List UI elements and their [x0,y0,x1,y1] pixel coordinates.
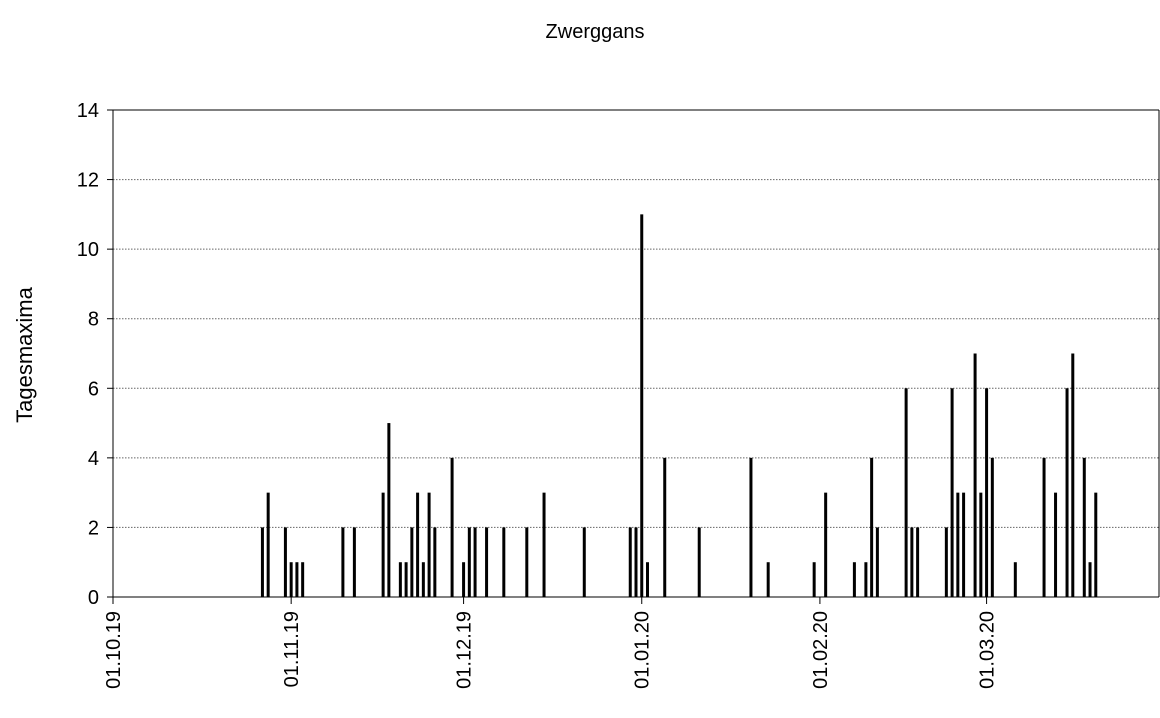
x-tick-label: 01.12.19 [454,611,476,689]
y-tick-label: 0 [88,587,99,609]
bar [450,457,454,597]
y-tick-label: 8 [88,309,99,331]
bar [979,492,983,597]
bar [864,562,868,597]
bar [645,562,649,597]
bar [301,562,305,597]
bar [875,527,879,597]
bar [985,388,989,597]
bar [404,562,408,597]
bar [387,423,391,597]
bar [640,214,644,597]
bar [416,492,420,597]
bar [1071,353,1075,597]
bar [1082,457,1086,597]
bar [410,527,414,597]
bar [870,457,874,597]
bar [542,492,546,597]
bar [295,562,299,597]
bar [944,527,948,597]
bar [766,562,770,597]
bar [904,388,908,597]
bar [289,562,293,597]
bar [916,527,920,597]
bar [628,527,632,597]
y-axis-label: Tagesmaxima [12,286,37,422]
bar [473,527,477,597]
bar [525,527,529,597]
x-tick-label: 01.01.20 [632,611,654,689]
bar [1094,492,1098,597]
bar [433,527,437,597]
bar [852,562,856,597]
y-tick-label: 2 [88,517,99,539]
bar [1013,562,1017,597]
bar [663,457,667,597]
bar [634,527,638,597]
bar [1042,457,1046,597]
bar [427,492,431,597]
bar [502,527,506,597]
bar [1088,562,1092,597]
x-tick-label: 01.11.19 [281,611,303,687]
chart-title: Zwerggans [546,21,645,43]
bar [381,492,385,597]
bar [1054,492,1058,597]
bar [266,492,270,597]
bar [956,492,960,597]
bar [910,527,914,597]
bar [749,457,753,597]
x-tick-label: 01.10.19 [103,611,125,689]
x-tick-label: 01.03.20 [977,611,999,689]
x-tick-label: 01.02.20 [810,611,832,689]
y-tick-label: 4 [88,448,99,470]
bar [990,457,994,597]
bar [824,492,828,597]
bar [962,492,966,597]
bar [467,527,471,597]
bar [462,562,466,597]
y-tick-label: 12 [77,170,99,192]
bar [973,353,977,597]
y-tick-label: 14 [77,100,99,122]
bar [812,562,816,597]
bar [283,527,287,597]
bar [352,527,356,597]
bar [260,527,264,597]
bar [950,388,954,597]
bar [1065,388,1069,597]
bar [398,562,402,597]
y-tick-label: 6 [88,378,99,400]
bar [582,527,586,597]
y-tick-label: 10 [77,239,99,261]
bar [485,527,489,597]
bar [697,527,701,597]
bar [341,527,345,597]
bar [421,562,425,597]
